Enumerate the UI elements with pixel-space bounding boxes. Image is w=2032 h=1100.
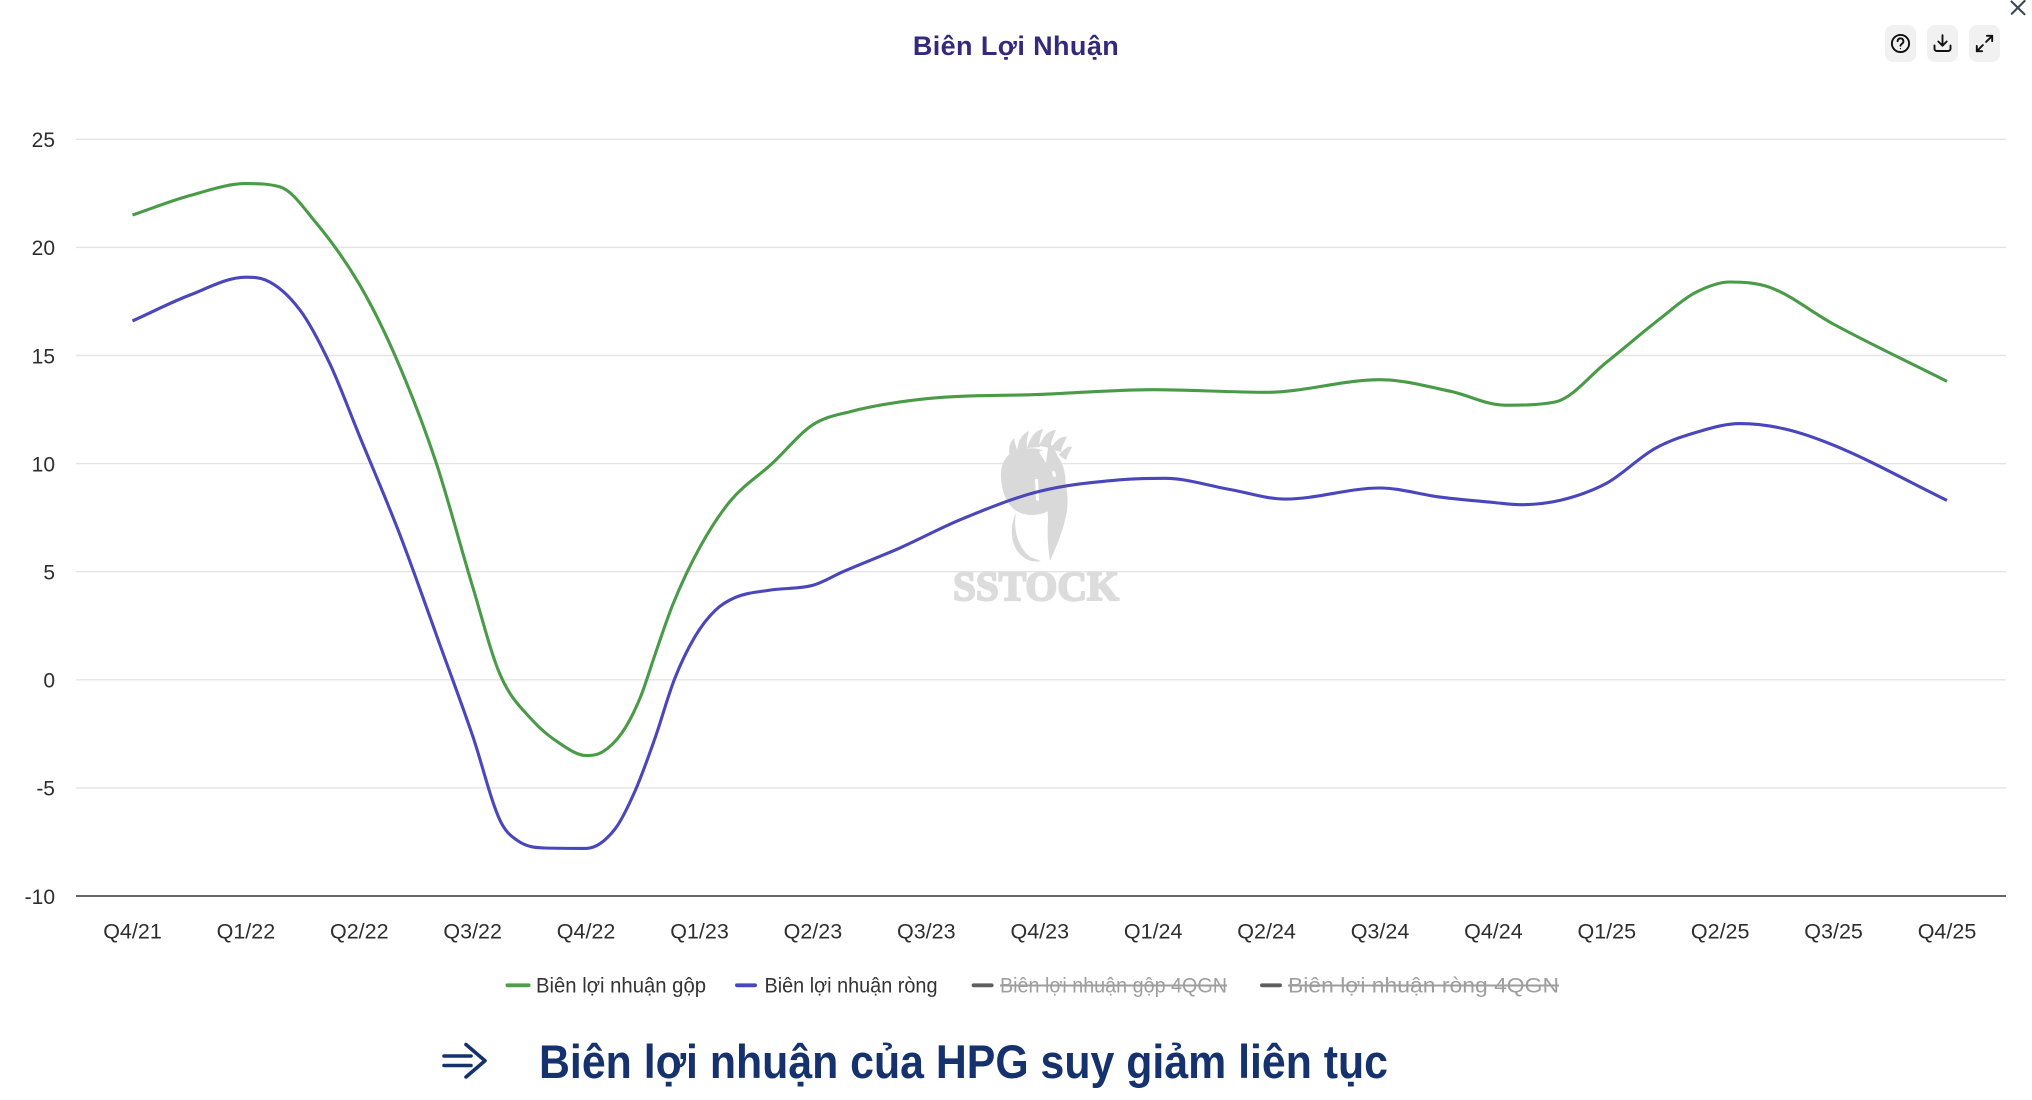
svg-text:Q1/23: Q1/23 [670,920,729,944]
svg-text:Q2/24: Q2/24 [1237,920,1296,944]
svg-text:15: 15 [32,345,55,368]
svg-text:Q4/22: Q4/22 [557,920,616,944]
svg-text:10: 10 [32,453,55,476]
svg-text:-10: -10 [25,886,55,909]
svg-text:20: 20 [32,237,55,260]
svg-text:Q4/21: Q4/21 [103,920,162,944]
svg-text:Q1/24: Q1/24 [1124,920,1183,944]
svg-text:Q2/25: Q2/25 [1691,920,1750,944]
svg-text:Q3/22: Q3/22 [443,920,502,944]
svg-text:Q3/25: Q3/25 [1804,920,1863,944]
svg-text:Q2/23: Q2/23 [784,920,843,944]
svg-text:Q3/24: Q3/24 [1351,920,1410,944]
svg-text:Q1/22: Q1/22 [217,920,276,944]
svg-text:Biên lợi nhuận ròng: Biên lợi nhuận ròng [765,975,938,998]
svg-text:Q1/25: Q1/25 [1578,920,1637,944]
svg-text:SSTOCK: SSTOCK [953,563,1119,609]
svg-text:5: 5 [43,562,55,585]
svg-text:Q2/22: Q2/22 [330,920,389,944]
svg-text:25: 25 [32,129,55,152]
svg-text:Biên lợi nhuận của HPG suy giả: Biên lợi nhuận của HPG suy giảm liên tục [539,1035,1388,1088]
svg-text:0: 0 [43,670,55,693]
svg-text:Q4/23: Q4/23 [1011,920,1070,944]
svg-text:Q3/23: Q3/23 [897,920,956,944]
svg-text:Biên lợi nhuận gộp: Biên lợi nhuận gộp [536,975,706,998]
svg-text:-5: -5 [36,778,55,801]
svg-text:Q4/24: Q4/24 [1464,920,1523,944]
svg-text:Q4/25: Q4/25 [1918,920,1977,944]
